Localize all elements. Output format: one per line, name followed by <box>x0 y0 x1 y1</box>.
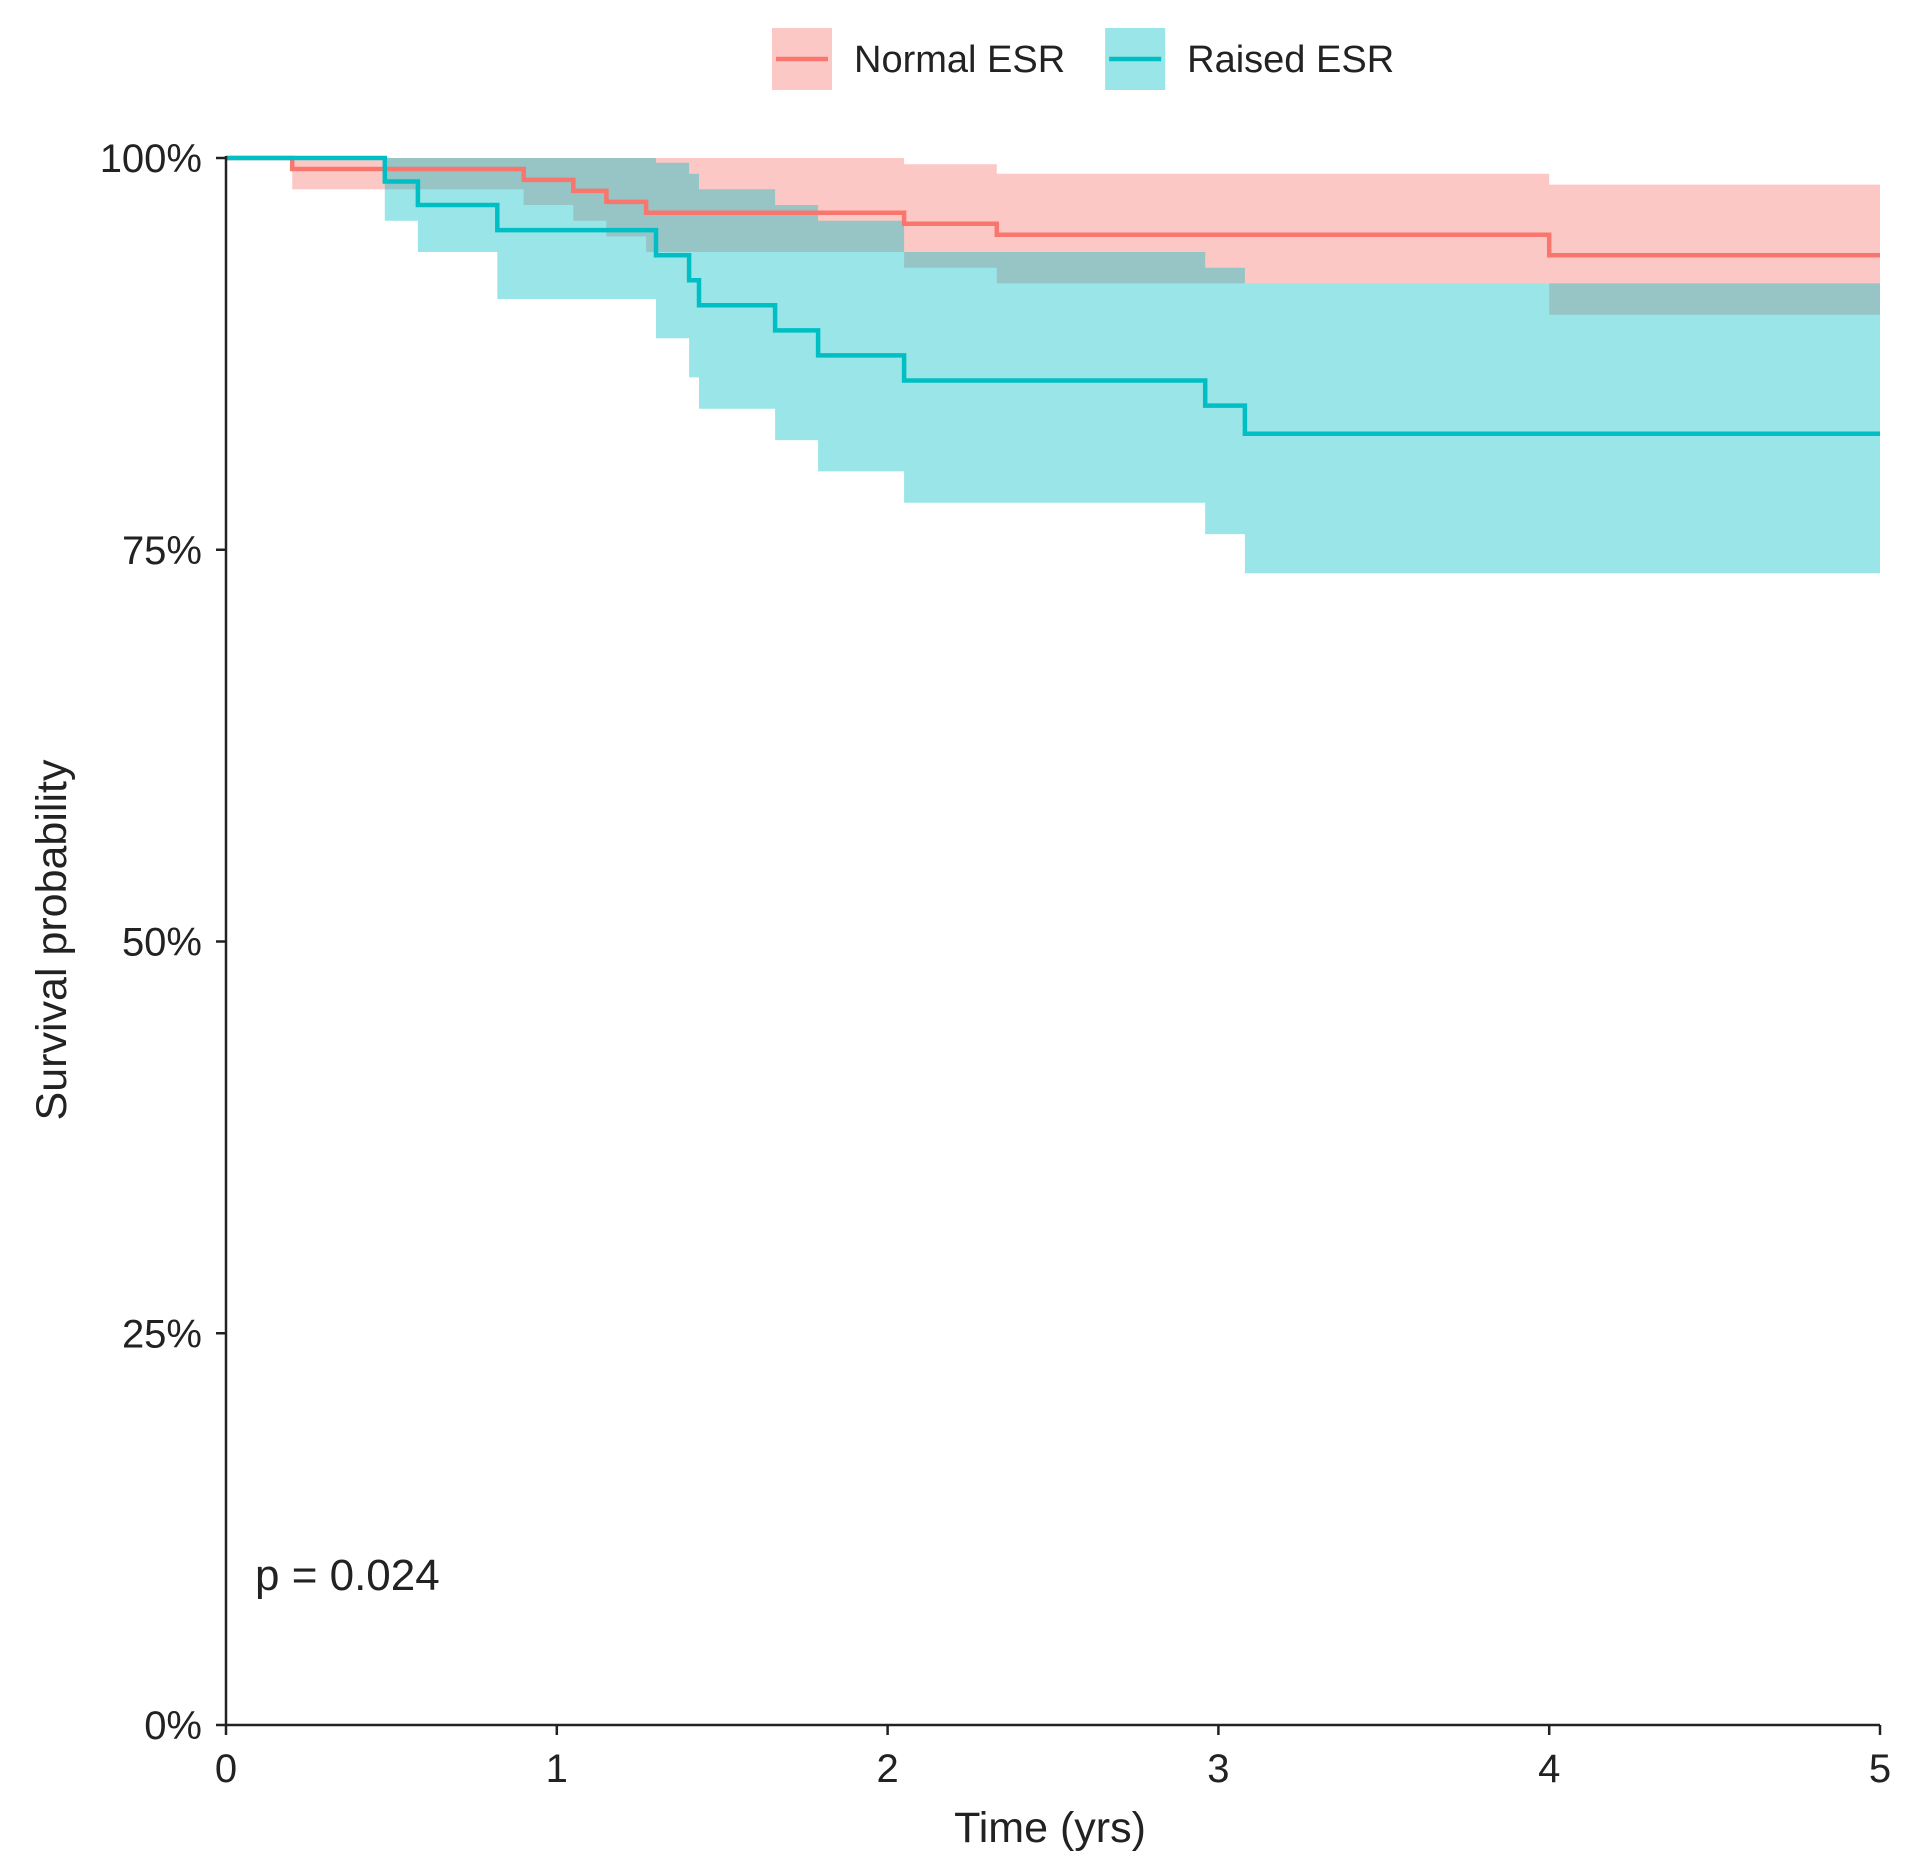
survival-curves <box>226 155 1880 437</box>
normal-esr-survival-curve <box>226 155 1880 258</box>
legend: Normal ESR Raised ESR <box>772 28 1394 90</box>
raised-esr-legend-label: Raised ESR <box>1187 39 1394 81</box>
raised-esr-confidence-band <box>226 158 1880 574</box>
confidence-bands <box>226 158 1880 574</box>
raised-esr-survival-curve <box>226 155 1880 437</box>
x-tick-label: 0 <box>215 1747 237 1791</box>
axes: 0 1 2 3 4 50%25%50%75%100% <box>100 137 1891 1791</box>
x-tick-label: 4 <box>1538 1747 1560 1791</box>
y-tick-label: 25% <box>122 1312 202 1356</box>
x-axis-title: Time (yrs) <box>954 1804 1146 1852</box>
p-value-annotation: p = 0.024 <box>255 1551 440 1600</box>
y-axis-title: Survival probability <box>28 759 76 1120</box>
x-tick-label: 2 <box>876 1747 898 1791</box>
y-tick-label: 50% <box>122 921 202 965</box>
x-tick-label: 1 <box>546 1747 568 1791</box>
x-tick-label: 3 <box>1207 1747 1229 1791</box>
normal-esr-legend-label: Normal ESR <box>854 39 1065 81</box>
x-tick-label: 5 <box>1869 1747 1891 1791</box>
y-tick-label: 0% <box>144 1704 202 1748</box>
y-tick-label: 75% <box>122 529 202 573</box>
y-tick-label: 100% <box>100 137 202 181</box>
